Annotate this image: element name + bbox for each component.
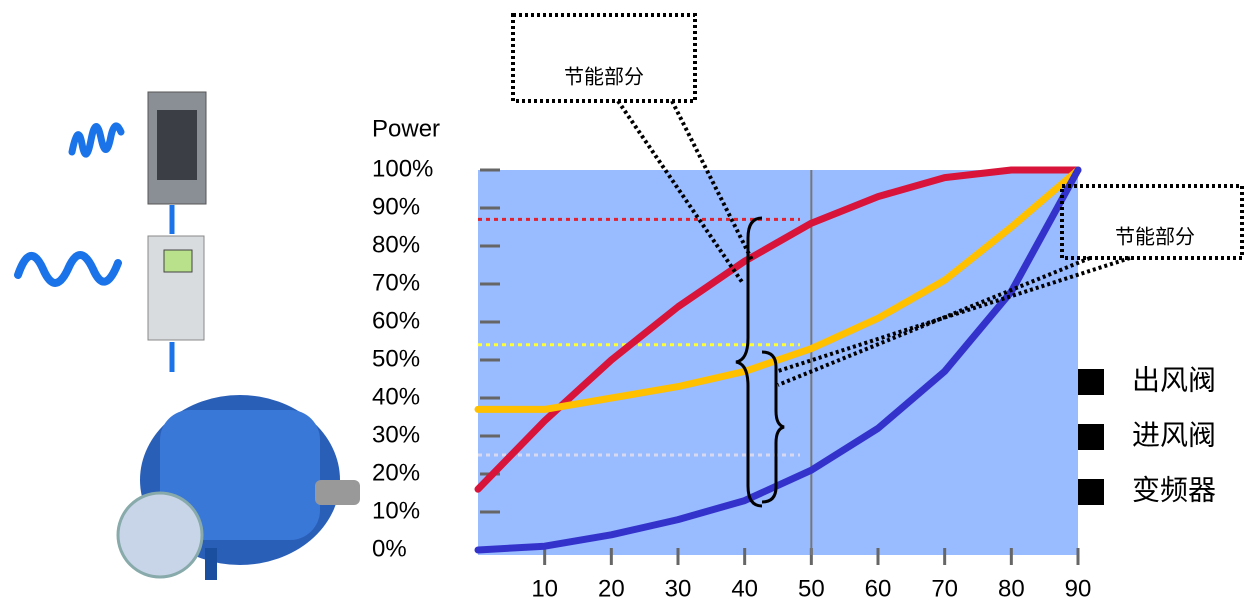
y-tick-label: 90% bbox=[372, 193, 420, 220]
x-tick-label: 60 bbox=[865, 575, 892, 602]
legend-marker bbox=[1078, 424, 1104, 450]
legend-label: 进风阀 bbox=[1132, 419, 1216, 450]
x-tick-label: 40 bbox=[731, 575, 758, 602]
y-tick-label: 40% bbox=[372, 383, 420, 410]
legend-label: 出风阀 bbox=[1132, 364, 1216, 395]
y-tick-label: 80% bbox=[372, 231, 420, 258]
x-tick-label: 70 bbox=[931, 575, 958, 602]
y-tick-label: 30% bbox=[372, 421, 420, 448]
y-tick-label: 10% bbox=[372, 497, 420, 524]
y-tick-label: 50% bbox=[372, 345, 420, 372]
callout-text: 节能部分 bbox=[564, 65, 644, 88]
x-tick-label: 20 bbox=[598, 575, 625, 602]
slide: 节能部分 节能部分 Power 0% 10% 20% 30% 40% 50% 60% 70% 8… bbox=[0, 0, 1245, 606]
legend-label: 变频器 bbox=[1132, 474, 1216, 505]
y-axis-label: Power bbox=[372, 115, 440, 142]
legend-marker bbox=[1078, 479, 1104, 505]
y-tick-label: 60% bbox=[372, 307, 420, 334]
x-tick-label: 30 bbox=[665, 575, 692, 602]
x-tick-label: 10 bbox=[531, 575, 558, 602]
callout-text: 节能部分 bbox=[1115, 225, 1195, 248]
y-tick-label: 70% bbox=[372, 269, 420, 296]
x-tick-label: 90 bbox=[1065, 575, 1092, 602]
x-tick-label: 80 bbox=[998, 575, 1025, 602]
equipment-illustration bbox=[18, 92, 360, 580]
y-tick-label: 0% bbox=[372, 535, 407, 562]
y-tick-label: 100% bbox=[372, 155, 433, 182]
x-tick-label: 50 bbox=[798, 575, 825, 602]
y-tick-label: 20% bbox=[372, 459, 420, 486]
legend-marker bbox=[1078, 369, 1104, 395]
